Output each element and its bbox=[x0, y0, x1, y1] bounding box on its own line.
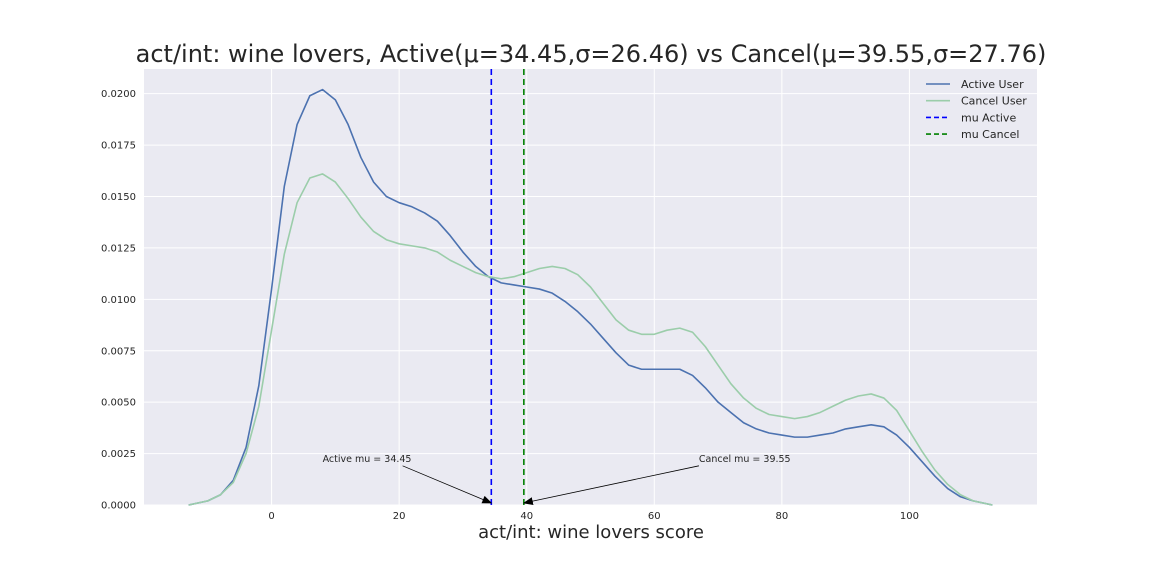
x-tick-label: 100 bbox=[900, 511, 919, 522]
x-tick-label: 0 bbox=[268, 511, 274, 522]
mean-lines bbox=[490, 69, 525, 505]
x-tick-label: 80 bbox=[775, 511, 788, 522]
x-tick-label: 20 bbox=[393, 511, 406, 522]
x-tick-label: 60 bbox=[648, 511, 661, 522]
annotation-arrow bbox=[522, 465, 700, 506]
y-tick-label: 0.0025 bbox=[101, 449, 136, 460]
annotation-arrow bbox=[402, 465, 493, 504]
legend-label-cancel-user: Cancel User bbox=[961, 95, 1027, 108]
y-tick-label: 0.0175 bbox=[101, 141, 136, 152]
y-tick-label: 0.0075 bbox=[101, 346, 136, 357]
legend-label-mu-cancel: mu Cancel bbox=[961, 128, 1019, 141]
annotations: Active mu = 34.45 Cancel mu = 39.55 bbox=[323, 454, 791, 506]
legend-label-mu-active: mu Active bbox=[961, 111, 1016, 124]
y-tick-label: 0.0200 bbox=[101, 89, 136, 100]
annotation-text: Active mu = 34.45 bbox=[323, 454, 412, 465]
grid bbox=[144, 69, 1037, 506]
x-tick-label: 40 bbox=[520, 511, 533, 522]
legend-label-active-user: Active User bbox=[961, 78, 1024, 91]
legend: Active User Cancel User mu Active mu Cancel bbox=[926, 78, 1027, 141]
chart-title: act/int: wine lovers, Active(μ=34.45,σ=2… bbox=[136, 40, 1047, 68]
y-tick-label: 0.0150 bbox=[101, 192, 136, 203]
x-axis-label: act/int: wine lovers score bbox=[478, 522, 704, 543]
y-tick-label: 0.0100 bbox=[101, 295, 136, 306]
series-line-active-user bbox=[188, 88, 993, 506]
y-tick-label: 0.0125 bbox=[101, 243, 136, 254]
y-tick-label: 0.0050 bbox=[101, 398, 136, 409]
series-layer bbox=[188, 88, 993, 506]
series-line-cancel-user bbox=[188, 173, 993, 506]
tick-labels: 0 20 40 60 80 100 0.0000 0.0025 0.0050 0.0075 0.01… bbox=[101, 89, 919, 522]
y-tick-label: 0.0000 bbox=[101, 501, 136, 512]
annotation-text: Cancel mu = 39.55 bbox=[699, 454, 791, 465]
